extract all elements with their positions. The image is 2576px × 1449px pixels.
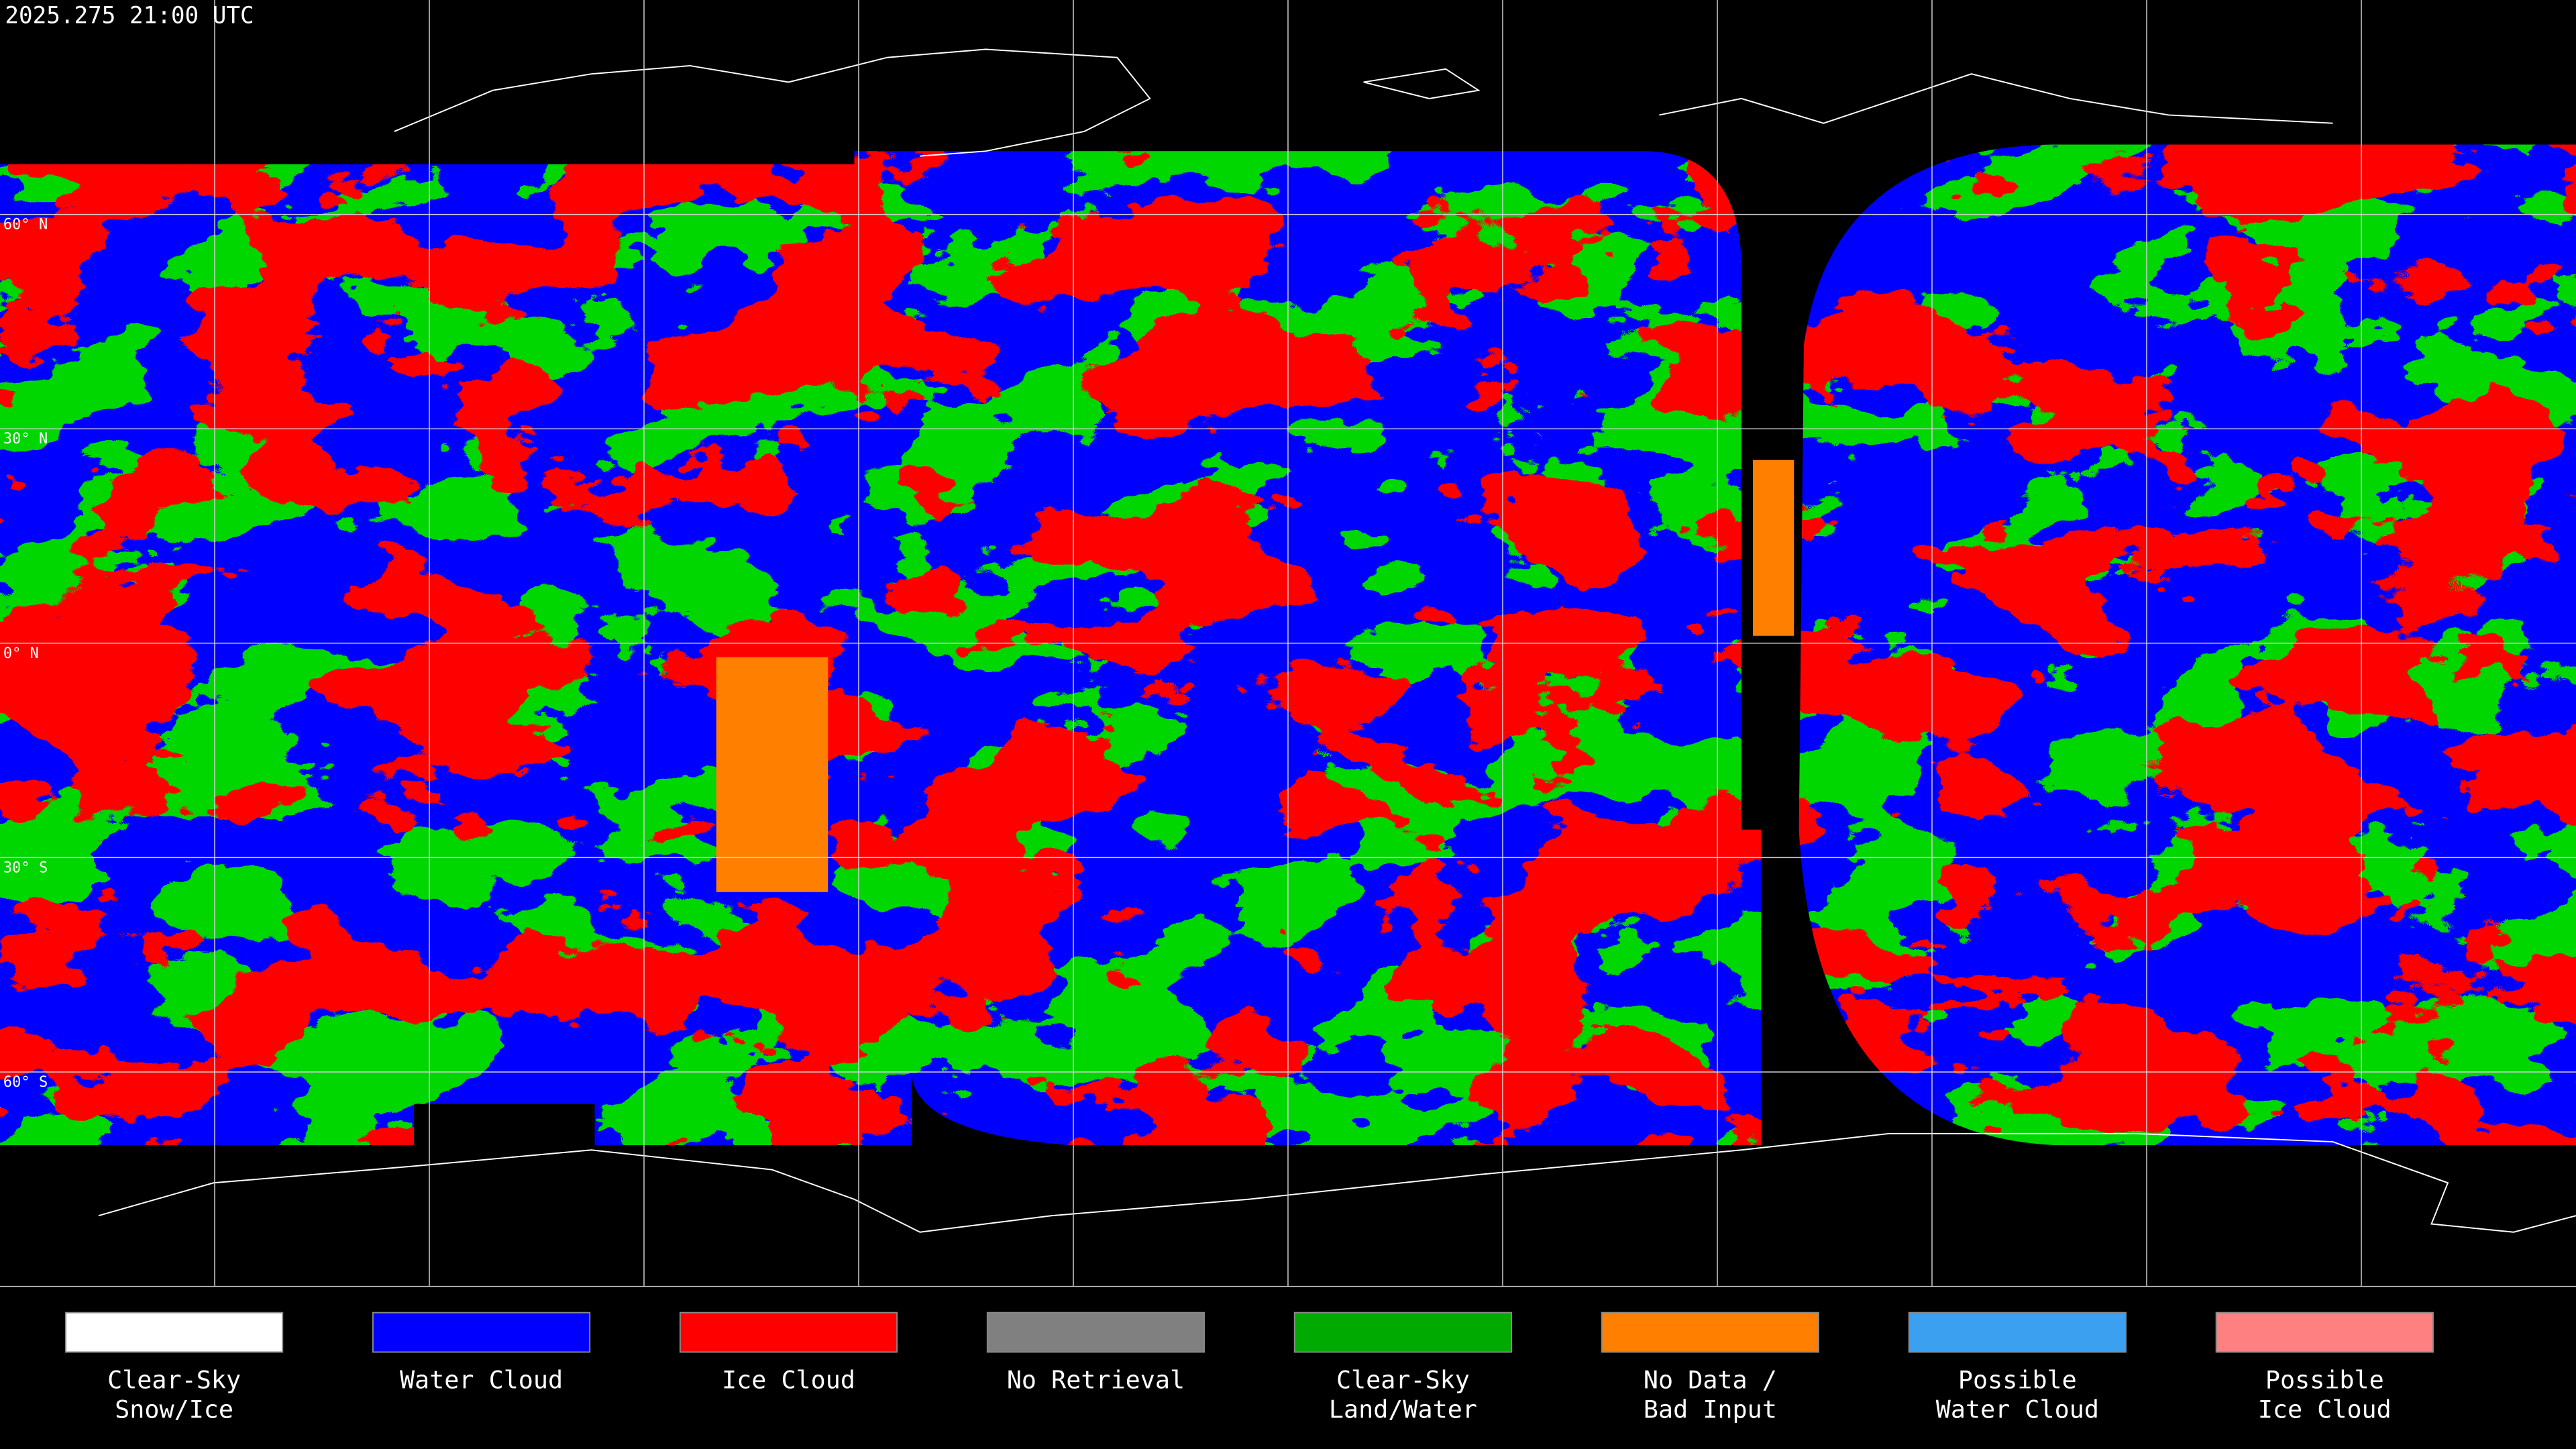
legend-swatch [986,1311,1205,1353]
no-data-patch [716,657,828,892]
coastlines [98,48,2576,1233]
legend-label-line: Clear-Sky [1336,1365,1470,1394]
coastline [394,48,1151,157]
legend-swatch [1908,1311,2127,1353]
legend-label-line: Ice Cloud [722,1365,855,1394]
legend-swatch [2215,1311,2434,1353]
coastline [98,1132,2576,1233]
legend-label: Clear-Sky Land/Water [1329,1365,1477,1424]
latitude-label: 0° N [3,645,39,662]
legend-label: Possible Water Cloud [1936,1365,2099,1424]
legend-swatch [1601,1311,1819,1353]
legend-label-line: No Data / [1644,1365,1777,1394]
legend-swatch [372,1311,591,1353]
legend-label: Ice Cloud [722,1365,855,1394]
legend-label-line: No Retrieval [1007,1365,1185,1394]
coastline [1363,68,2333,124]
timestamp: 2025.275 21:00 UTC [5,2,254,29]
legend-swatch [1293,1311,1513,1353]
legend-label-line: Possible [1958,1365,2077,1394]
legend-label-line: Possible [2265,1365,2384,1394]
legend-label-line: Bad Input [1644,1395,1777,1424]
legend-label-line: Snow/Ice [115,1395,233,1424]
latitude-label: 60° N [3,217,48,233]
legend-label-line: Water Cloud [1936,1395,2099,1424]
legend-label: Clear-Sky Snow/Ice [107,1365,241,1424]
legend-label: Possible Ice Cloud [2258,1365,2392,1424]
graticule: 60° N 30° N 0° N 30° S 60° S [0,0,2576,1287]
latitude-label: 60° S [3,1074,48,1091]
legend-label-line: Water Cloud [400,1365,563,1394]
legend-swatch [64,1311,284,1353]
legend-label-line: Clear-Sky [107,1365,241,1394]
latitude-label: 30° S [3,859,48,876]
no-data-patch [1753,460,1794,636]
legend-label-line: Ice Cloud [2258,1395,2392,1424]
legend-swatch [679,1311,898,1353]
legend-label: Water Cloud [400,1365,563,1394]
legend-label-line: Land/Water [1329,1395,1477,1424]
legend-label: No Retrieval [1007,1365,1185,1394]
latitude-label: 30° N [3,431,48,447]
legend-label: No Data / Bad Input [1644,1365,1777,1424]
